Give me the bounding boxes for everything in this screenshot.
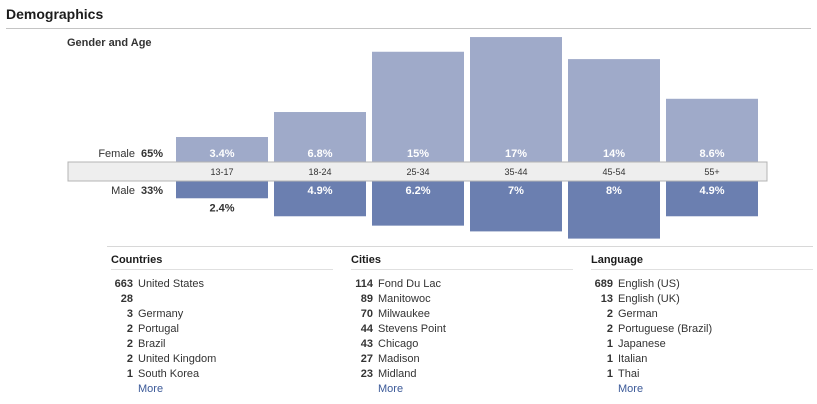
list-item: 28 (120, 293, 133, 305)
female-bar-25-34 (372, 51, 464, 162)
male-total: 33% (141, 185, 163, 197)
list-item: 27 Madison (360, 353, 420, 365)
female-value-label: 15% (407, 148, 429, 160)
list-item: 114 Fond Du Lac (355, 278, 441, 290)
list-item: 2 United Kingdom (126, 353, 217, 365)
list-item: 2 Portugal (126, 323, 179, 335)
male-value-label: 2.4% (209, 202, 234, 214)
divider (107, 246, 813, 247)
list-item: 70 Milwaukee (360, 308, 430, 320)
list-item: 689 English (US) (594, 278, 680, 290)
age-tick-label: 55+ (704, 167, 719, 177)
language-more-link[interactable]: More (618, 383, 644, 395)
male-bar-45-54 (568, 181, 660, 239)
age-tick-label: 13-17 (210, 167, 233, 177)
countries-section: Countries 663 United States 28 3 Germany 2… (111, 247, 333, 397)
countries-list: 663 United States 28 3 Germany 2 Portugal 2… (111, 277, 333, 397)
male-value-label: 8% (606, 185, 622, 197)
countries-title: Countries (111, 247, 333, 270)
list-item: 2 Brazil (126, 338, 166, 350)
cities-list: 114 Fond Du Lac 89 Manitowoc 70 Milwaukee 4… (351, 277, 573, 397)
female-value-label: 6.8% (307, 148, 332, 160)
cities-title: Cities (351, 247, 573, 270)
male-value-label: 4.9% (699, 185, 724, 197)
male-bar-25-34 (372, 181, 464, 226)
male-value-label: 4.9% (307, 185, 332, 197)
language-list: 689 English (US) 13 English (UK) 2 German 2… (591, 277, 813, 397)
page-title: Demographics (6, 6, 104, 22)
female-value-label: 8.6% (699, 148, 724, 160)
chart-title: Gender and Age (67, 37, 152, 49)
age-band (67, 161, 768, 182)
list-item: 13 English (UK) (600, 293, 680, 305)
cities-section: Cities 114 Fond Du Lac 89 Manitowoc 70 Milw… (351, 247, 573, 397)
female-value-label: 17% (505, 148, 527, 160)
list-item: 663 United States (114, 278, 205, 290)
age-tick-label: 25-34 (406, 167, 429, 177)
list-item: 23 Midland (360, 368, 417, 380)
age-tick-label: 18-24 (308, 167, 331, 177)
age-tick-label: 35-44 (504, 167, 527, 177)
male-value-label: 7% (508, 185, 524, 197)
language-title: Language (591, 247, 813, 270)
list-item: 2 German (606, 308, 658, 320)
section-header: Demographics (6, 5, 811, 29)
list-item: 1 South Korea (126, 368, 200, 380)
female-series-label: Female (98, 148, 135, 160)
female-bar-45-54 (568, 59, 660, 162)
list-item: 3 Germany (126, 308, 184, 320)
list-item: 1 Thai (606, 368, 640, 380)
female-bar-18-24 (274, 112, 366, 162)
male-bar-35-44 (470, 181, 562, 232)
list-item: 43 Chicago (360, 338, 419, 350)
female-total: 65% (141, 148, 163, 160)
list-item: 44 Stevens Point (360, 323, 446, 335)
gender-age-chart: 13-17 18-24 25-34 35-44 45-54 55+ 3.4% 6.8% 15% 1… (67, 37, 768, 239)
countries-more-link[interactable]: More (138, 383, 164, 395)
female-value-label: 3.4% (209, 148, 234, 160)
male-bar-13-17 (176, 181, 268, 199)
male-bar-55+ (666, 181, 758, 217)
list-item: 2 Portuguese (Brazil) (606, 323, 713, 335)
female-value-label: 14% (603, 148, 625, 160)
male-series-label: Male (111, 185, 135, 197)
female-bar-35-44 (470, 37, 562, 162)
female-bar-55+ (666, 98, 758, 162)
female-bar-13-17 (176, 137, 268, 162)
male-bar-18-24 (274, 181, 366, 217)
list-item: 89 Manitowoc (360, 293, 431, 305)
list-item: 1 Japanese (606, 338, 666, 350)
male-value-label: 6.2% (405, 185, 430, 197)
list-item: 1 Italian (606, 353, 648, 365)
language-section: Language 689 English (US) 13 English (UK) … (591, 247, 813, 397)
age-tick-label: 45-54 (602, 167, 625, 177)
cities-more-link[interactable]: More (378, 383, 404, 395)
